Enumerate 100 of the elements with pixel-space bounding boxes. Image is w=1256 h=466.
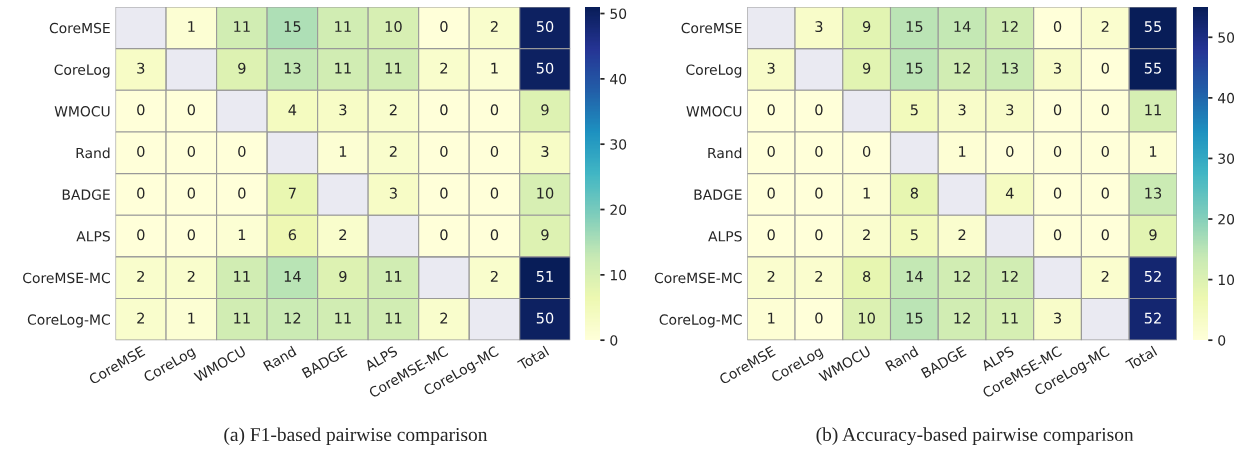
data-label: 10 <box>858 312 875 324</box>
data-label: 11 <box>385 271 402 282</box>
data-label: 3 <box>1054 62 1062 74</box>
color-bar-label: 50 <box>610 8 627 19</box>
data-label: 14 <box>284 271 301 282</box>
data-label: 0 <box>1101 62 1109 74</box>
data-label: 2 <box>440 312 448 324</box>
y-tick-label: BADGE <box>62 189 110 200</box>
data-label: 8 <box>910 187 919 199</box>
data-label: 0 <box>137 104 145 116</box>
data-label: 0 <box>815 312 823 324</box>
data-label: 11 <box>335 312 351 324</box>
data-label: 2 <box>389 104 397 116</box>
y-tick-label: CoreMSE <box>49 22 110 34</box>
data-label: 0 <box>1006 145 1014 157</box>
data-label: 0 <box>862 145 871 157</box>
data-label: 0 <box>490 187 499 199</box>
data-label: 11 <box>385 62 402 74</box>
data-label: 9 <box>1149 229 1157 241</box>
y-tick-label: CoreMSE <box>681 22 742 34</box>
y-tick-label: Rand <box>76 147 110 159</box>
data-label: 52 <box>1144 270 1161 282</box>
data-label: 0 <box>440 187 448 199</box>
data-label: 0 <box>1053 229 1062 241</box>
data-label: 2 <box>1101 270 1109 282</box>
data-label: 1 <box>959 146 966 157</box>
data-label: 2 <box>958 229 966 241</box>
data-label: 55 <box>1144 21 1162 33</box>
data-label: 9 <box>339 270 347 282</box>
data-label: 9 <box>238 62 246 74</box>
data-label: 1 <box>768 312 775 324</box>
data-label: 2 <box>490 21 498 32</box>
data-label: 3 <box>815 21 823 33</box>
data-label: 11 <box>1002 312 1018 324</box>
data-label: 0 <box>440 21 448 33</box>
data-label: 9 <box>862 21 871 33</box>
y-tick-label: CoreLog <box>686 64 742 78</box>
data-label: 11 <box>234 21 250 32</box>
data-label: 0 <box>815 187 823 199</box>
data-label: 1 <box>339 146 347 157</box>
data-label: 15 <box>284 21 301 33</box>
data-label: 13 <box>1145 187 1162 199</box>
data-label: 15 <box>906 21 923 33</box>
data-label: 0 <box>238 145 246 157</box>
data-label: 0 <box>1053 187 1062 199</box>
color-bar-label: 40 <box>610 73 627 85</box>
data-label: 6 <box>288 229 297 241</box>
x-tick-label: Total <box>516 345 550 371</box>
data-label: 12 <box>954 270 970 282</box>
data-label: 0 <box>1053 104 1062 116</box>
data-label: 1 <box>188 21 195 32</box>
color-bar-label: 30 <box>1218 153 1235 164</box>
data-label: 2 <box>187 270 195 282</box>
y-tick-label: ALPS <box>708 231 742 242</box>
data-label: 0 <box>815 145 823 157</box>
data-label: 0 <box>187 229 195 241</box>
data-label: 0 <box>187 187 195 199</box>
data-label: 0 <box>767 104 775 116</box>
y-tick-label: CoreMSE-MC <box>654 272 742 284</box>
color-bar-label: 40 <box>1217 92 1235 104</box>
data-label: 0 <box>490 145 499 157</box>
data-label: 15 <box>906 312 923 324</box>
data-label: 0 <box>767 145 775 157</box>
data-label: 0 <box>490 104 499 116</box>
data-label: 15 <box>906 62 923 74</box>
data-label: 9 <box>541 229 549 241</box>
color-bar-label: 20 <box>1218 213 1235 225</box>
data-label: 7 <box>288 187 296 199</box>
data-label: 11 <box>385 312 402 324</box>
data-label: 12 <box>1002 21 1018 32</box>
color-bar-label: 10 <box>610 269 627 281</box>
data-label: 9 <box>862 62 871 74</box>
data-label: 8 <box>862 270 871 282</box>
data-label: 0 <box>187 145 195 157</box>
data-label: 0 <box>440 229 448 241</box>
data-label: 0 <box>137 145 145 157</box>
data-label: 3 <box>541 145 549 157</box>
data-label: 10 <box>537 187 554 199</box>
data-label: 0 <box>1053 145 1062 157</box>
data-label: 0 <box>1101 229 1109 241</box>
data-label: 4 <box>288 104 297 116</box>
data-label: 11 <box>335 21 351 32</box>
data-label: 2 <box>339 229 347 241</box>
data-label: 0 <box>1053 21 1062 33</box>
y-tick-label: CoreLog-MC <box>27 314 110 328</box>
data-label: 2 <box>815 270 823 282</box>
color-bar-label: 0 <box>610 335 618 346</box>
data-label: 2 <box>1101 21 1109 32</box>
data-label: 3 <box>389 187 397 199</box>
data-label: 1 <box>188 312 195 324</box>
data-label: 12 <box>1002 270 1018 282</box>
y-tick-label: WMOCU <box>686 106 742 117</box>
data-label: 12 <box>954 312 970 324</box>
data-label: 0 <box>137 229 145 241</box>
data-label: 50 <box>536 312 554 324</box>
data-label: 0 <box>440 145 448 157</box>
data-label: 3 <box>339 104 347 116</box>
y-tick-label: WMOCU <box>54 106 110 117</box>
data-label: 52 <box>1144 312 1161 324</box>
y-tick-label: ALPS <box>76 231 110 242</box>
